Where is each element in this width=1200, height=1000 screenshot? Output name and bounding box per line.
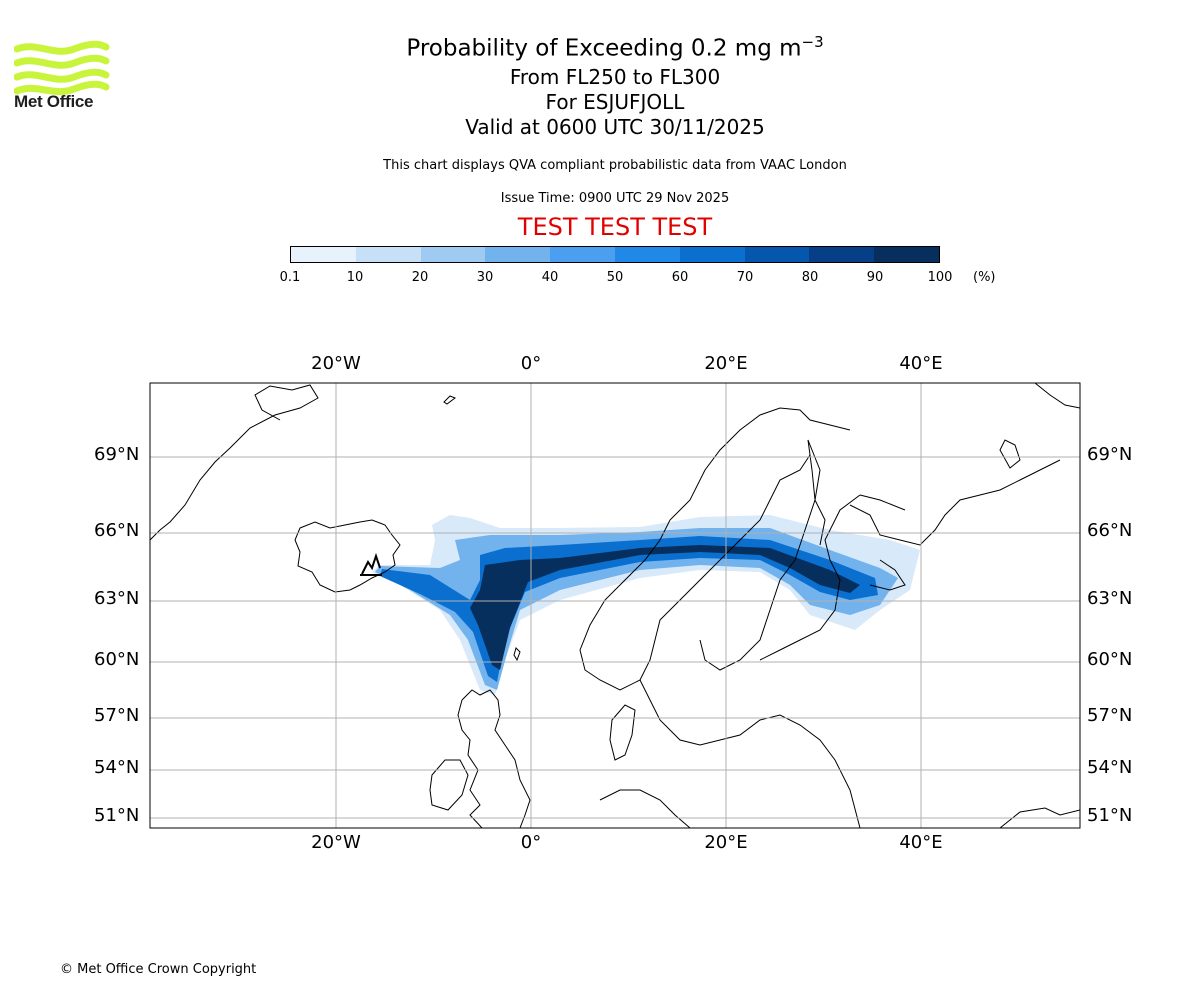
- copyright-notice: © Met Office Crown Copyright: [60, 962, 257, 977]
- lat-label-right: 54°N: [1087, 757, 1133, 778]
- ash-probability-field: [372, 515, 920, 695]
- chart-title: Probability of Exceeding 0.2 mg m−3: [406, 33, 824, 62]
- colorbar-tick-label: 40: [541, 270, 559, 285]
- colorbar-segment: [355, 247, 421, 262]
- test-banner: TEST TEST TEST: [517, 213, 713, 241]
- valid-time: Valid at 0600 UTC 30/11/2025: [465, 114, 765, 139]
- lat-label-right: 60°N: [1087, 649, 1133, 670]
- colorbar-tick-label: 60: [671, 270, 689, 285]
- lat-label-right: 57°N: [1087, 705, 1133, 726]
- colorbar-tick-label: 10: [346, 270, 364, 285]
- map-background: [150, 383, 1080, 828]
- lon-label-top: 20°E: [704, 353, 748, 374]
- colorbar-tick-label: 50: [606, 270, 624, 285]
- lat-label-left: 54°N: [94, 757, 140, 778]
- issue-time: Issue Time: 0900 UTC 29 Nov 2025: [500, 191, 730, 206]
- colorbar-segment: [874, 247, 939, 262]
- colorbar-tick-label: 80: [801, 270, 819, 285]
- lat-label-right: 51°N: [1087, 805, 1133, 826]
- colorbar-tick-label: 90: [866, 270, 884, 285]
- colorbar-unit: (%): [973, 270, 996, 285]
- lon-label-top: 40°E: [899, 353, 943, 374]
- lat-label-left: 69°N: [94, 444, 140, 465]
- met-office-logo-text: Met Office: [14, 92, 94, 111]
- colorbar-tick-label: 100: [927, 270, 953, 285]
- flight-level-range: From FL250 to FL300: [509, 64, 721, 89]
- lat-label-left: 63°N: [94, 588, 140, 609]
- volcano-name: For ESJUFJOLL: [545, 89, 685, 114]
- met-office-wave-icon: [14, 40, 110, 96]
- gridlines: [150, 383, 1080, 828]
- colorbar-tick-label: 70: [736, 270, 754, 285]
- lon-label-bottom: 20°E: [704, 832, 748, 853]
- lon-label-bottom: 0°: [520, 832, 542, 853]
- lat-label-left: 51°N: [94, 805, 140, 826]
- colorbar-segment: [744, 247, 810, 262]
- disclaimer-text: This chart displays QVA compliant probab…: [383, 158, 847, 173]
- lon-label-bottom: 20°W: [311, 832, 361, 853]
- lat-label-right: 66°N: [1087, 520, 1133, 541]
- lat-label-right: 69°N: [1087, 444, 1133, 465]
- colorbar-segment: [679, 247, 745, 262]
- colorbar: [290, 246, 940, 263]
- lat-label-right: 63°N: [1087, 588, 1133, 609]
- lon-label-top: 0°: [520, 353, 542, 374]
- colorbar-tick-label: 30: [476, 270, 494, 285]
- colorbar-tick-label: 0.1: [279, 270, 301, 285]
- colorbar-segment: [485, 247, 551, 262]
- map-frame: [149, 382, 1081, 829]
- colorbar-segment: [420, 247, 486, 262]
- lon-label-top: 20°W: [311, 353, 361, 374]
- colorbar-segment: [809, 247, 875, 262]
- lon-label-bottom: 40°E: [899, 832, 943, 853]
- volcano-marker-icon: [360, 552, 382, 576]
- colorbar-segment: [550, 247, 615, 262]
- coastlines: [150, 383, 1080, 828]
- colorbar-tick-label: 20: [411, 270, 429, 285]
- colorbar-segment: [291, 247, 356, 262]
- lat-label-left: 66°N: [94, 520, 140, 541]
- chart-title-block: Probability of Exceeding 0.2 mg m−3 From…: [330, 26, 900, 140]
- colorbar-segment: [614, 247, 680, 262]
- lat-label-left: 60°N: [94, 649, 140, 670]
- lat-label-left: 57°N: [94, 705, 140, 726]
